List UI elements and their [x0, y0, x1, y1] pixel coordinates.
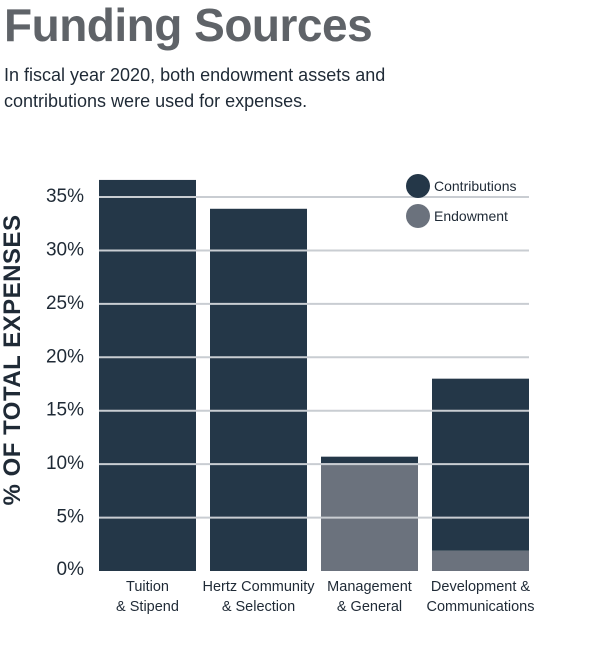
legend-swatch-endowment: [406, 204, 430, 228]
y-tick-label: 0%: [57, 559, 85, 580]
category-label: & Stipend: [116, 599, 179, 615]
category-label: Development &: [431, 579, 530, 595]
category-label: & General: [337, 599, 402, 615]
y-tick-label: 30%: [46, 239, 84, 260]
category-label: Management: [327, 579, 412, 595]
y-tick-label: 35%: [46, 186, 84, 207]
category-label: Communications: [427, 599, 535, 615]
y-tick-label: 20%: [46, 346, 84, 367]
y-tick-label: 15%: [46, 400, 84, 421]
legend-swatch-contributions: [406, 174, 430, 198]
y-tick-label: 5%: [57, 507, 85, 528]
y-tick-label: 10%: [46, 453, 84, 474]
category-label: Tuition: [126, 579, 169, 595]
legend: Contributions Endowment: [406, 174, 517, 228]
category-label: & Selection: [222, 599, 295, 615]
bar-contributions-2: [321, 456, 418, 464]
y-ticks-group: 0% 5% 10% 15% 20% 25% 30% 35%: [46, 186, 84, 580]
bar-contributions-1: [210, 208, 307, 571]
legend-label: Endowment: [434, 208, 508, 224]
y-tick-label: 25%: [46, 293, 84, 314]
bar-endowment-3: [432, 550, 529, 571]
page-subtitle: In fiscal year 2020, both endowment asse…: [4, 62, 604, 114]
category-labels-group: Tuition & Stipend Hertz Community & Selecti…: [116, 579, 534, 615]
legend-label: Contributions: [434, 178, 517, 194]
y-axis-label: % OF TOTAL EXPENSES: [0, 215, 26, 506]
category-label: Hertz Community: [203, 579, 316, 595]
subtitle-line-1: In fiscal year 2020, both endowment asse…: [4, 65, 386, 85]
page-title: Funding Sources: [4, 0, 373, 51]
bars-group: [99, 179, 529, 571]
subtitle-line-2: contributions were used for expenses.: [4, 91, 308, 111]
gridlines-group: [99, 196, 529, 519]
bar-contributions-0: [99, 179, 196, 571]
